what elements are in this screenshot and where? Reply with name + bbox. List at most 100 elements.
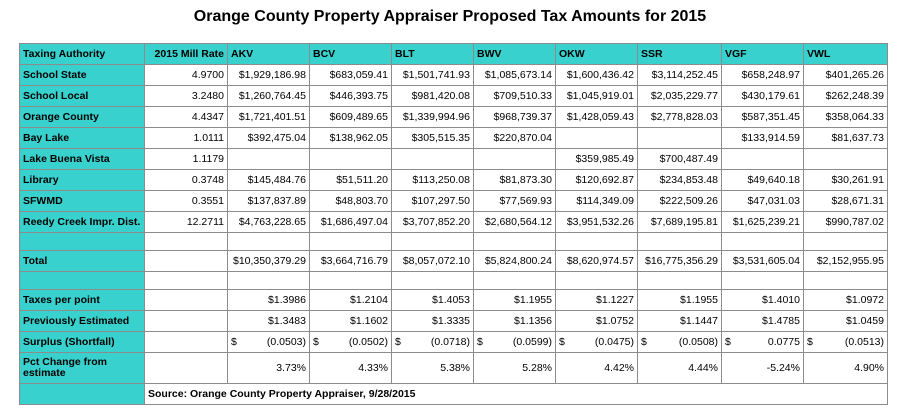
row-label: Total	[19, 250, 145, 272]
amount-cell: $2,680,564.12	[473, 211, 556, 233]
currency-symbol: $	[477, 336, 483, 348]
row-label: Reedy Creek Impr. Dist.	[19, 211, 145, 233]
column-header-2015-mill-rate: 2015 Mill Rate	[144, 43, 228, 65]
empty-cell	[144, 271, 228, 290]
mill-rate-cell: 12.2711	[144, 211, 228, 233]
table-row-pct-change: Pct Change from estimate 3.73% 4.33% 5.38% 5…	[19, 352, 888, 384]
amount-cell: $262,248.39	[803, 85, 888, 107]
mill-rate-cell: 3.2480	[144, 85, 228, 107]
accounting-value: $ (0.0475)	[559, 336, 634, 348]
currency-symbol: $	[395, 336, 401, 348]
surplus-value: 0.0775	[767, 336, 800, 348]
table-row-orange-county: Orange County 4.4347 $1,721,401.51 $609,489…	[19, 106, 888, 128]
value-cell: $1.4053	[391, 289, 474, 311]
header-row: Taxing Authority 2015 Mill Rate AKV BCV BLT B…	[19, 43, 888, 65]
total-cell: $3,664,716.79	[309, 250, 392, 272]
amount-cell	[721, 148, 804, 170]
amount-cell	[637, 127, 722, 149]
surplus-cell: $ (0.0503)	[227, 331, 310, 353]
amount-cell	[227, 148, 310, 170]
column-header-vwl: VWL	[803, 43, 888, 65]
empty-cell	[391, 232, 474, 251]
row-label: Library	[19, 169, 145, 191]
empty-cell	[473, 271, 556, 290]
accounting-value: $ (0.0599)	[477, 336, 552, 348]
surplus-value: (0.0508)	[678, 336, 718, 348]
amount-cell: $113,250.08	[391, 169, 474, 191]
amount-cell: $709,510.33	[473, 85, 556, 107]
table-row-previously-estimated: Previously Estimated $1.3483 $1.1602 $1.333…	[19, 310, 888, 332]
accounting-value: $ (0.0502)	[313, 336, 388, 348]
table-row-sfwmd: SFWMD 0.3551 $137,837.89 $48,803.70 $107,297…	[19, 190, 888, 212]
table-row-bay-lake: Bay Lake 1.0111 $392,475.04 $138,962.05 $305…	[19, 127, 888, 149]
amount-cell: $1,085,673.14	[473, 64, 556, 86]
empty-cell	[391, 271, 474, 290]
column-header-akv: AKV	[227, 43, 310, 65]
amount-cell: $220,870.04	[473, 127, 556, 149]
table-row-taxes-per-point: Taxes per point $1.3986 $1.2104 $1.4053 $1.1…	[19, 289, 888, 311]
accounting-value: $ (0.0508)	[641, 336, 718, 348]
amount-cell: $81,637.73	[803, 127, 888, 149]
currency-symbol: $	[641, 336, 647, 348]
value-cell: $1.0972	[803, 289, 888, 311]
amount-cell: $1,339,994.96	[391, 106, 474, 128]
total-cell: $16,775,356.29	[637, 250, 722, 272]
amount-cell	[309, 148, 392, 170]
currency-symbol: $	[725, 336, 731, 348]
surplus-cell: $0.0775	[721, 331, 804, 353]
amount-cell: $401,265.26	[803, 64, 888, 86]
amount-cell: $587,351.45	[721, 106, 804, 128]
amount-cell: $137,837.89	[227, 190, 310, 212]
column-header-bwv: BWV	[473, 43, 556, 65]
table-row-surplus-shortfall: Surplus (Shortfall) $ (0.0503) $ (0.0502) $ (0…	[19, 331, 888, 353]
row-label: Previously Estimated	[19, 310, 145, 332]
mill-rate-cell: 1.1179	[144, 148, 228, 170]
mill-rate-cell: 0.3551	[144, 190, 228, 212]
value-cell: $1.0752	[555, 310, 638, 332]
row-label	[19, 383, 145, 405]
amount-cell: $305,515.35	[391, 127, 474, 149]
amount-cell	[555, 127, 638, 149]
column-header-bcv: BCV	[309, 43, 392, 65]
currency-symbol: $	[313, 336, 319, 348]
amount-cell: $138,962.05	[309, 127, 392, 149]
accounting-value: $ (0.0718)	[395, 336, 470, 348]
empty-cell	[555, 232, 638, 251]
pct-change-cell: 4.90%	[803, 352, 888, 384]
amount-cell: $392,475.04	[227, 127, 310, 149]
table-row-school-local: School Local 3.2480 $1,260,764.45 $446,393.…	[19, 85, 888, 107]
table-title: Orange County Property Appraiser Propose…	[193, 8, 707, 25]
column-header-ssr: SSR	[637, 43, 722, 65]
empty-cell	[309, 232, 392, 251]
total-cell: $8,057,072.10	[391, 250, 474, 272]
amount-cell: $968,739.37	[473, 106, 556, 128]
mill-rate-cell: 4.9700	[144, 64, 228, 86]
empty-cell	[144, 331, 228, 353]
row-label	[19, 232, 145, 251]
amount-cell: $120,692.87	[555, 169, 638, 191]
empty-cell	[144, 232, 228, 251]
value-cell: $1.0459	[803, 310, 888, 332]
amount-cell	[473, 148, 556, 170]
surplus-value: (0.0599)	[512, 336, 552, 348]
total-cell: $8,620,974.57	[555, 250, 638, 272]
amount-cell: $107,297.50	[391, 190, 474, 212]
amount-cell: $7,689,195.81	[637, 211, 722, 233]
value-cell: $1.1955	[637, 289, 722, 311]
pct-change-cell: 3.73%	[227, 352, 310, 384]
amount-cell: $1,260,764.45	[227, 85, 310, 107]
spacer-row	[19, 232, 888, 251]
amount-cell: $358,064.33	[803, 106, 888, 128]
value-cell: $1.4785	[721, 310, 804, 332]
amount-cell: $1,625,239.21	[721, 211, 804, 233]
row-label: Surplus (Shortfall)	[19, 331, 145, 353]
mill-rate-cell: 4.4347	[144, 106, 228, 128]
amount-cell: $658,248.97	[721, 64, 804, 86]
pct-change-cell: 5.38%	[391, 352, 474, 384]
amount-cell: $49,640.18	[721, 169, 804, 191]
value-cell: $1.3335	[391, 310, 474, 332]
accounting-value: $ (0.0513)	[807, 336, 884, 348]
amount-cell	[391, 148, 474, 170]
column-header-okw: OKW	[555, 43, 638, 65]
row-label	[19, 271, 145, 290]
